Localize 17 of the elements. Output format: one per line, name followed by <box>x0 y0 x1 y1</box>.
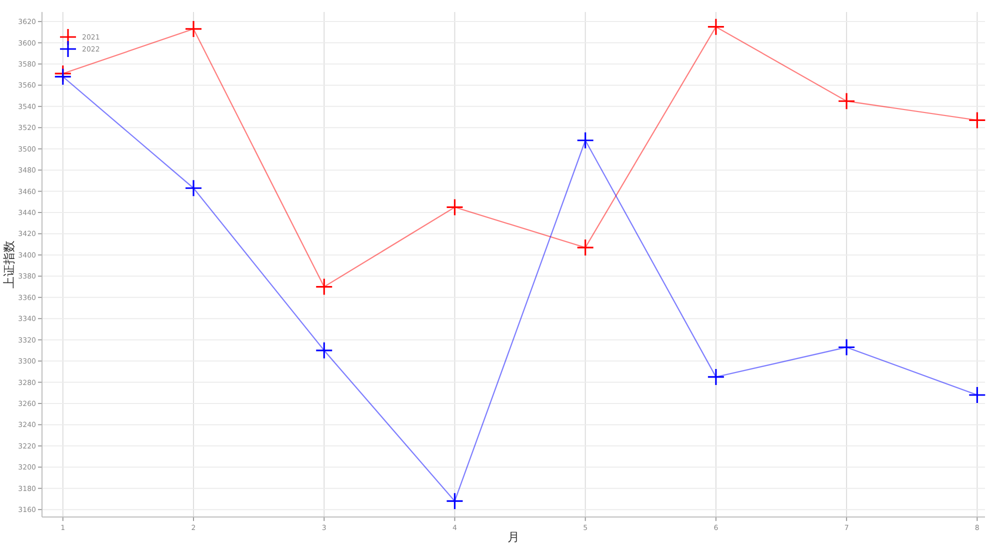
point <box>968 386 986 404</box>
y-axis-title: 上证指数 <box>2 240 16 288</box>
point <box>838 92 856 110</box>
point <box>184 179 202 197</box>
point <box>446 198 464 216</box>
point <box>446 492 464 510</box>
point <box>968 111 986 130</box>
point <box>838 338 856 356</box>
point <box>315 278 333 296</box>
point <box>707 18 725 36</box>
point <box>54 68 72 86</box>
point <box>184 20 202 38</box>
point <box>576 132 594 150</box>
point <box>576 238 594 256</box>
x-axis-title: 月 <box>508 530 520 544</box>
point <box>315 342 333 360</box>
point <box>707 368 725 386</box>
